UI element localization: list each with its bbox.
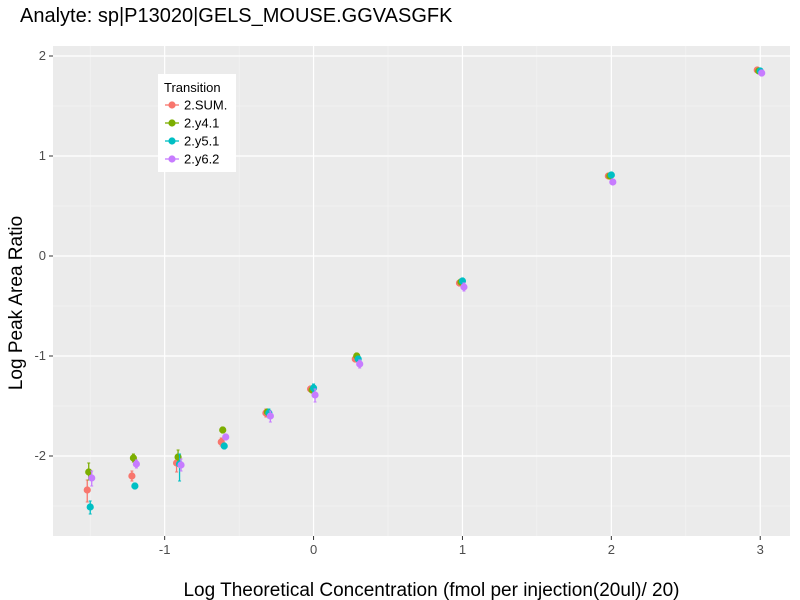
y-tick-label: 1 xyxy=(39,148,46,163)
legend-item: 2.y5.1 xyxy=(165,134,219,149)
data-point xyxy=(83,486,91,494)
data-point xyxy=(758,69,766,77)
x-axis-ticks: -1 0 1 2 3 xyxy=(159,536,764,557)
data-point xyxy=(88,474,96,482)
data-point xyxy=(132,460,140,468)
legend-item: 2.SUM. xyxy=(165,98,227,113)
y-tick-label: -2 xyxy=(34,448,46,463)
data-point xyxy=(607,171,615,179)
data-points xyxy=(83,66,766,515)
data-point xyxy=(460,283,468,291)
data-point xyxy=(177,461,185,469)
legend-key-point xyxy=(168,119,176,127)
legend-items: 2.SUM. 2.y4.1 2.y5.1 2.y6.2 xyxy=(165,98,227,167)
legend-item: 2.y4.1 xyxy=(165,116,219,131)
y-axis-title: Log Peak Area Ratio xyxy=(6,216,27,390)
x-tick-label: 1 xyxy=(459,542,466,557)
x-tick-label: -1 xyxy=(159,542,171,557)
y-tick-label: -1 xyxy=(34,348,46,363)
data-point xyxy=(458,277,467,285)
x-tick-label: 0 xyxy=(310,542,317,557)
legend-key-point xyxy=(168,155,176,163)
series-2-y5-1 xyxy=(86,67,764,515)
data-point xyxy=(356,360,364,368)
legend-label: 2.SUM. xyxy=(184,98,227,113)
legend-label: 2.y6.2 xyxy=(184,152,219,167)
legend-item: 2.y6.2 xyxy=(165,152,219,167)
y-tick-label: 0 xyxy=(39,248,46,263)
legend-key-point xyxy=(168,101,176,109)
legend-label: 2.y5.1 xyxy=(184,134,219,149)
data-point xyxy=(128,472,136,480)
data-point xyxy=(85,468,93,476)
x-tick-label: 3 xyxy=(757,542,764,557)
y-tick-label: 2 xyxy=(39,48,46,63)
minor-gridlines xyxy=(53,46,790,536)
x-axis-title: Log Theoretical Concentration (fmol per … xyxy=(183,580,679,600)
legend-title: Transition xyxy=(164,80,221,95)
data-point xyxy=(309,384,318,392)
data-point xyxy=(86,503,94,511)
data-point xyxy=(222,433,230,441)
data-point xyxy=(311,391,319,399)
data-point xyxy=(266,412,274,420)
legend: Transition 2.SUM. 2.y4.1 2.y5.1 2.y6.2 xyxy=(158,74,236,172)
data-point xyxy=(220,442,228,450)
data-point xyxy=(219,426,227,434)
y-axis-ticks: -2 -1 0 1 2 xyxy=(34,48,53,463)
data-point xyxy=(609,178,617,186)
series-2-y6-2 xyxy=(88,69,766,487)
x-tick-label: 2 xyxy=(608,542,615,557)
chart-title: Analyte: sp|P13020|GELS_MOUSE.GGVASGFK xyxy=(20,5,453,27)
legend-key-point xyxy=(168,137,176,145)
legend-label: 2.y4.1 xyxy=(184,116,219,131)
data-point xyxy=(131,482,139,490)
